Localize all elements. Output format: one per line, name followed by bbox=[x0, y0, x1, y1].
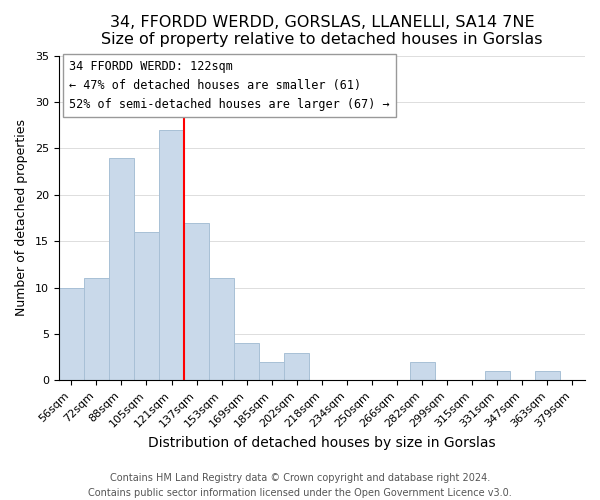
Bar bbox=[410, 362, 434, 380]
Bar bbox=[535, 371, 560, 380]
Bar bbox=[109, 158, 134, 380]
Bar bbox=[84, 278, 109, 380]
Bar bbox=[59, 288, 84, 380]
Text: Contains HM Land Registry data © Crown copyright and database right 2024.
Contai: Contains HM Land Registry data © Crown c… bbox=[88, 472, 512, 498]
Bar bbox=[159, 130, 184, 380]
Bar bbox=[259, 362, 284, 380]
X-axis label: Distribution of detached houses by size in Gorslas: Distribution of detached houses by size … bbox=[148, 436, 496, 450]
Bar bbox=[184, 222, 209, 380]
Bar bbox=[234, 343, 259, 380]
Bar bbox=[134, 232, 159, 380]
Y-axis label: Number of detached properties: Number of detached properties bbox=[15, 120, 28, 316]
Bar bbox=[284, 352, 310, 380]
Text: 34 FFORDD WERDD: 122sqm
← 47% of detached houses are smaller (61)
52% of semi-de: 34 FFORDD WERDD: 122sqm ← 47% of detache… bbox=[70, 60, 390, 112]
Bar bbox=[485, 371, 510, 380]
Bar bbox=[209, 278, 234, 380]
Title: 34, FFORDD WERDD, GORSLAS, LLANELLI, SA14 7NE
Size of property relative to detac: 34, FFORDD WERDD, GORSLAS, LLANELLI, SA1… bbox=[101, 15, 542, 48]
